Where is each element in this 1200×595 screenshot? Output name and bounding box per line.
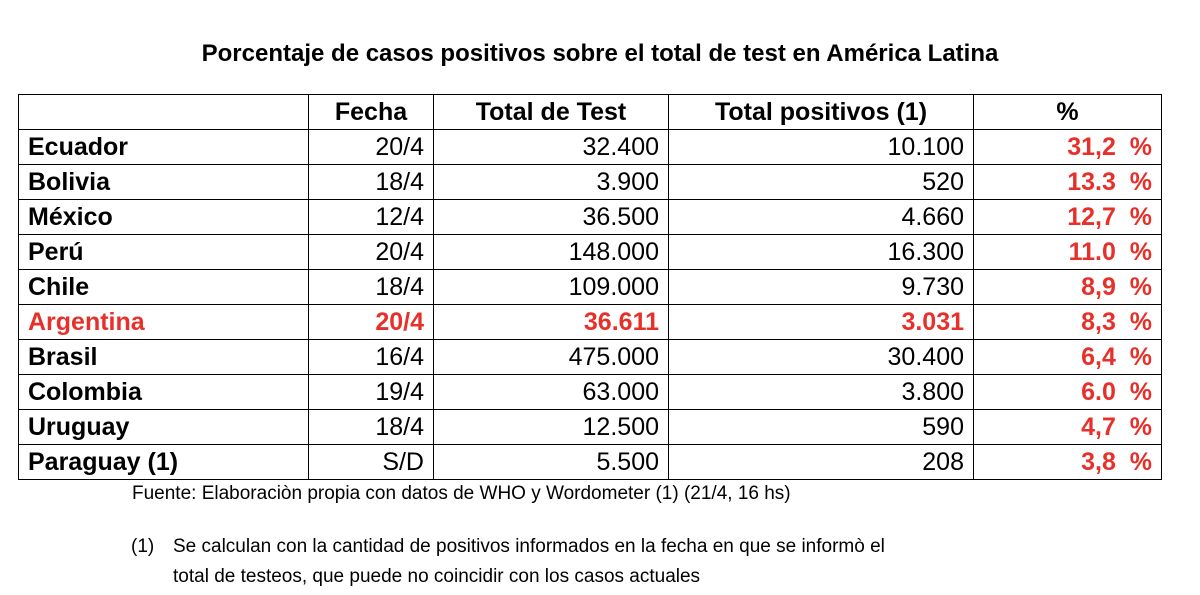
fecha-cell: 18/4 bbox=[308, 269, 434, 305]
header-total-test: Total de Test bbox=[433, 94, 669, 130]
header-percent: % bbox=[973, 94, 1162, 130]
fecha-cell: 18/4 bbox=[308, 164, 434, 200]
fecha-cell: 18/4 bbox=[308, 409, 434, 445]
total-test-cell: 148.000 bbox=[433, 234, 669, 270]
footnote: (1) Se calculan con la cantidad de positi… bbox=[131, 532, 1131, 592]
footnote-line-1: (1) Se calculan con la cantidad de positi… bbox=[131, 532, 1131, 562]
table-row: Bolivia 18/4 3.900 520 13.3 % bbox=[18, 164, 1162, 200]
total-test-cell: 63.000 bbox=[433, 374, 669, 410]
country-cell: Colombia bbox=[18, 374, 309, 410]
fecha-cell: 20/4 bbox=[308, 304, 434, 340]
table-row: México 12/4 36.500 4.660 12,7 % bbox=[18, 199, 1162, 235]
country-cell: Bolivia bbox=[18, 164, 309, 200]
table-row: Brasil 16/4 475.000 30.400 6,4 % bbox=[18, 339, 1162, 375]
total-positivos-cell: 3.031 bbox=[668, 304, 974, 340]
percent-cell: 31,2 % bbox=[973, 129, 1162, 165]
total-positivos-cell: 30.400 bbox=[668, 339, 974, 375]
fecha-cell: 16/4 bbox=[308, 339, 434, 375]
total-test-cell: 36.500 bbox=[433, 199, 669, 235]
total-positivos-cell: 10.100 bbox=[668, 129, 974, 165]
page-title: Porcentaje de casos positivos sobre el t… bbox=[201, 40, 999, 67]
total-positivos-cell: 208 bbox=[668, 444, 974, 480]
percent-cell: 3,8 % bbox=[973, 444, 1162, 480]
country-cell: Uruguay bbox=[18, 409, 309, 445]
percent-cell: 13.3 % bbox=[973, 164, 1162, 200]
fecha-cell: 19/4 bbox=[308, 374, 434, 410]
percent-cell: 12,7 % bbox=[973, 199, 1162, 235]
total-positivos-cell: 9.730 bbox=[668, 269, 974, 305]
footnote-text-1: Se calculan con la cantidad de positivos… bbox=[173, 536, 885, 557]
total-test-cell: 32.400 bbox=[433, 129, 669, 165]
table-row: Colombia 19/4 63.000 3.800 6.0 % bbox=[18, 374, 1162, 410]
country-cell: México bbox=[18, 199, 309, 235]
percent-cell: 4,7 % bbox=[973, 409, 1162, 445]
total-positivos-cell: 590 bbox=[668, 409, 974, 445]
total-test-cell: 109.000 bbox=[433, 269, 669, 305]
percent-cell: 6,4 % bbox=[973, 339, 1162, 375]
fecha-cell: 20/4 bbox=[308, 234, 434, 270]
percent-cell: 6.0 % bbox=[973, 374, 1162, 410]
country-cell: Ecuador bbox=[18, 129, 309, 165]
total-test-cell: 3.900 bbox=[433, 164, 669, 200]
data-table: Fecha Total de Test Total positivos (1) … bbox=[18, 94, 1162, 480]
total-positivos-cell: 4.660 bbox=[668, 199, 974, 235]
header-total-positivos: Total positivos (1) bbox=[668, 94, 974, 130]
footnote-line-2: total de testeos, que puede no coincidir… bbox=[131, 562, 1131, 592]
total-test-cell: 5.500 bbox=[433, 444, 669, 480]
table-row: Paraguay (1) S/D 5.500 208 3,8 % bbox=[18, 444, 1162, 480]
table-row: Argentina 20/4 36.611 3.031 8,3 % bbox=[18, 304, 1162, 340]
country-cell: Brasil bbox=[18, 339, 309, 375]
total-test-cell: 36.611 bbox=[433, 304, 669, 340]
table-row: Uruguay 18/4 12.500 590 4,7 % bbox=[18, 409, 1162, 445]
total-positivos-cell: 520 bbox=[668, 164, 974, 200]
fecha-cell: S/D bbox=[308, 444, 434, 480]
total-positivos-cell: 3.800 bbox=[668, 374, 974, 410]
footnote-marker: (1) bbox=[131, 536, 155, 557]
fecha-cell: 20/4 bbox=[308, 129, 434, 165]
country-cell: Paraguay (1) bbox=[18, 444, 309, 480]
percent-cell: 11.0 % bbox=[973, 234, 1162, 270]
table-row: Chile 18/4 109.000 9.730 8,9 % bbox=[18, 269, 1162, 305]
country-cell: Chile bbox=[18, 269, 309, 305]
total-positivos-cell: 16.300 bbox=[668, 234, 974, 270]
country-cell: Argentina bbox=[18, 304, 309, 340]
header-fecha: Fecha bbox=[308, 94, 434, 130]
percent-cell: 8,9 % bbox=[973, 269, 1162, 305]
table-row: Ecuador 20/4 32.400 10.100 31,2 % bbox=[18, 129, 1162, 165]
fecha-cell: 12/4 bbox=[308, 199, 434, 235]
total-test-cell: 475.000 bbox=[433, 339, 669, 375]
footnote-text-2: total de testeos, que puede no coincidir… bbox=[173, 566, 701, 587]
source-note: Fuente: Elaboraciòn propia con datos de … bbox=[132, 483, 791, 504]
country-cell: Perú bbox=[18, 234, 309, 270]
table-row: Perú 20/4 148.000 16.300 11.0 % bbox=[18, 234, 1162, 270]
total-test-cell: 12.500 bbox=[433, 409, 669, 445]
percent-cell: 8,3 % bbox=[973, 304, 1162, 340]
header-row: Fecha Total de Test Total positivos (1) … bbox=[18, 94, 1162, 130]
header-country bbox=[18, 94, 309, 130]
